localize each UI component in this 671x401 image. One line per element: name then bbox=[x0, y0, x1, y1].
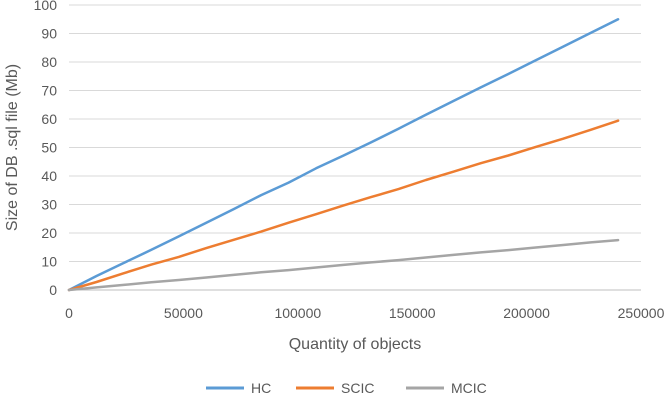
x-tick-label: 0 bbox=[65, 305, 73, 321]
y-tick-label: 60 bbox=[41, 111, 57, 127]
y-tick-label: 20 bbox=[41, 225, 57, 241]
series-line-scic bbox=[67, 119, 620, 292]
legend-label-mcic: MCIC bbox=[451, 380, 487, 396]
y-tick-label: 10 bbox=[41, 254, 57, 270]
series-line-mcic bbox=[67, 238, 620, 292]
y-axis-title: Size of DB .sql file (Mb) bbox=[4, 64, 21, 231]
x-tick-label: 200000 bbox=[503, 305, 550, 321]
legend: HC SCIC MCIC bbox=[206, 380, 487, 396]
y-tick-label: 90 bbox=[41, 26, 57, 42]
gridlines bbox=[69, 4, 641, 262]
x-tick-label: 150000 bbox=[389, 305, 436, 321]
y-tick-label: 40 bbox=[41, 168, 57, 184]
legend-label-scic: SCIC bbox=[341, 380, 374, 396]
legend-label-hc: HC bbox=[251, 380, 271, 396]
axis-labels: Quantity of objects Size of DB .sql file… bbox=[4, 64, 421, 353]
x-tick-label: 250000 bbox=[618, 305, 665, 321]
y-tick-label: 70 bbox=[41, 83, 57, 99]
y-tick-label: 30 bbox=[41, 197, 57, 213]
x-tick-label: 50000 bbox=[164, 305, 203, 321]
series-line-hc bbox=[67, 18, 620, 292]
x-axis-title: Quantity of objects bbox=[289, 336, 422, 353]
y-tick-label: 80 bbox=[41, 54, 57, 70]
series-lines bbox=[67, 18, 620, 292]
y-tick-label: 0 bbox=[49, 282, 57, 298]
x-tick-label: 100000 bbox=[274, 305, 321, 321]
y-tick-label: 50 bbox=[41, 140, 57, 156]
y-tick-label: 100 bbox=[34, 0, 58, 13]
axes: 0 10 20 30 40 50 60 70 80 90 100 0 50000 100000 150000… bbox=[34, 0, 665, 321]
